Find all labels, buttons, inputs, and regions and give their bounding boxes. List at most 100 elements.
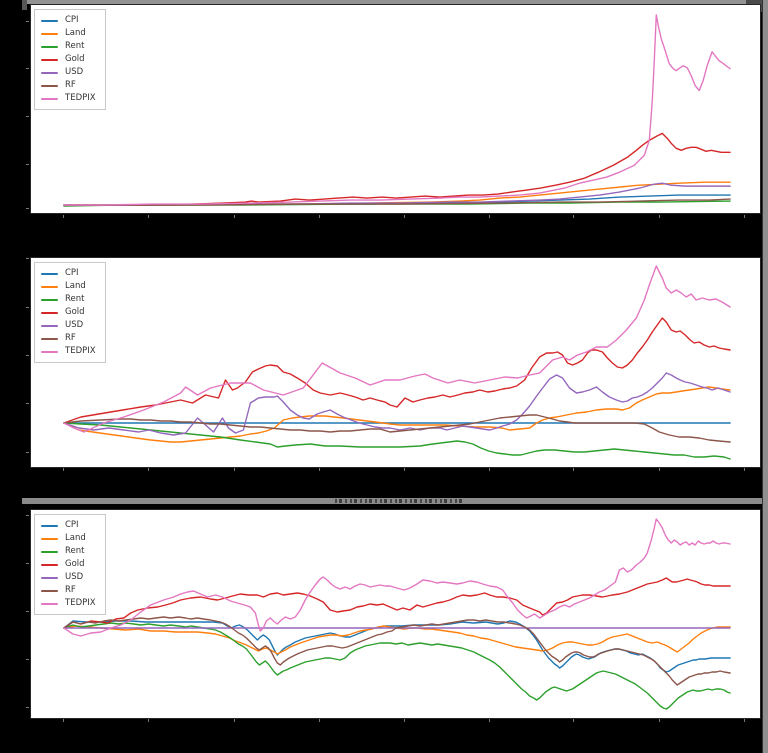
y-axis-tick (26, 208, 29, 209)
legend-item: Land (41, 532, 96, 545)
legend-item: RF (41, 79, 96, 92)
legend-label: Gold (65, 559, 85, 570)
x-axis-tick (319, 468, 320, 471)
y-axis-tick (26, 116, 29, 117)
legend-line-swatch (41, 524, 58, 527)
series-line-land (63, 625, 731, 655)
x-axis-tick (234, 719, 235, 722)
legend-label: USD (65, 67, 84, 78)
legend-item: Rent (41, 293, 96, 306)
x-axis-tick (404, 468, 405, 471)
legend-item: TEDPIX (41, 597, 96, 610)
x-axis-tick (148, 215, 149, 218)
series-line-gold (63, 132, 731, 206)
series-line-tedpix (63, 518, 731, 637)
x-axis-tick (319, 719, 320, 722)
legend-line-swatch (41, 32, 58, 35)
x-axis-tick (573, 215, 574, 218)
chart-canvas (63, 265, 731, 460)
legend-label: CPI (65, 15, 79, 26)
x-axis-tick (744, 719, 745, 722)
chart-nominal-growth: CPI Land Rent Gold USD RF TEDPIX (26, 4, 761, 218)
legend-line-swatch (41, 537, 58, 540)
legend-line-swatch (41, 563, 58, 566)
chart-real-log-growth: CPI Land Rent Gold USD RF TEDPIX (26, 257, 761, 471)
x-axis-tick (744, 468, 745, 471)
legend-line-swatch (41, 58, 58, 61)
chart-canvas (63, 14, 731, 207)
x-axis-tick (489, 468, 490, 471)
legend-item: USD (41, 571, 96, 584)
clipped-illegible-chart-title (335, 499, 462, 503)
vertical-scrollbar[interactable] (762, 0, 768, 753)
series-line-rf (63, 616, 731, 686)
x-axis-tick (63, 719, 64, 722)
legend-item: CPI (41, 267, 96, 280)
series-line-rent (63, 422, 731, 460)
series-line-gold (63, 577, 731, 629)
legend-label: TEDPIX (65, 598, 96, 609)
legend-item: CPI (41, 519, 96, 532)
x-axis-tick (63, 468, 64, 471)
x-axis-tick (234, 468, 235, 471)
legend-line-swatch (41, 19, 58, 22)
x-axis-tick (489, 215, 490, 218)
legend-label: Rent (65, 41, 85, 52)
legend-label: CPI (65, 520, 79, 531)
x-axis-tick (404, 719, 405, 722)
legend-label: CPI (65, 268, 79, 279)
legend-label: Gold (65, 54, 85, 65)
x-axis-tick (148, 719, 149, 722)
legend-line-swatch (41, 272, 58, 275)
legend-item: Gold (41, 558, 96, 571)
series-line-rf (63, 198, 731, 206)
y-axis-tick (26, 563, 29, 564)
y-axis-tick (26, 21, 29, 22)
legend-line-swatch (41, 576, 58, 579)
legend-label: Gold (65, 307, 85, 318)
x-axis-tick (319, 215, 320, 218)
legend: CPI Land Rent Gold USD RF TEDPIX (34, 9, 106, 110)
series-line-rent (63, 622, 731, 710)
legend-line-swatch (41, 337, 58, 340)
legend-item: USD (41, 319, 96, 332)
series-line-tedpix (63, 14, 731, 206)
legend-label: RF (65, 80, 76, 91)
legend-item: Gold (41, 53, 96, 66)
x-axis-tick (148, 468, 149, 471)
x-axis-tick (659, 719, 660, 722)
legend-item: USD (41, 66, 96, 79)
series-line-land (63, 386, 731, 443)
legend-item: Land (41, 280, 96, 293)
y-axis-tick (26, 659, 29, 660)
series-line-rf (63, 414, 731, 443)
legend-line-swatch (41, 84, 58, 87)
series-line-tedpix (63, 265, 731, 433)
legend-line-swatch (41, 350, 58, 353)
legend-label: USD (65, 572, 84, 583)
legend-item: Land (41, 27, 96, 40)
y-axis-tick (26, 707, 29, 708)
window-top-edge-notch (22, 0, 27, 10)
y-axis-tick (26, 355, 29, 356)
legend-line-swatch (41, 602, 58, 605)
legend-item: CPI (41, 14, 96, 27)
legend-line-swatch (41, 311, 58, 314)
legend-item: Rent (41, 545, 96, 558)
y-axis-tick (26, 164, 29, 165)
series-line-usd (63, 372, 731, 436)
legend-item: TEDPIX (41, 92, 96, 105)
legend-line-swatch (41, 550, 58, 553)
window-top-edge-band (22, 0, 768, 4)
y-axis-tick (26, 258, 29, 259)
y-axis-tick (26, 307, 29, 308)
legend-label: RF (65, 333, 76, 344)
legend-line-swatch (41, 71, 58, 74)
legend-line-swatch (41, 285, 58, 288)
legend-item: RF (41, 584, 96, 597)
legend-label: TEDPIX (65, 346, 96, 357)
legend-line-swatch (41, 298, 58, 301)
chart-usd-denominated-log-growth: CPI Land Rent Gold USD RF TEDPIX (26, 509, 761, 722)
legend-label: Land (65, 281, 86, 292)
y-axis-tick (26, 611, 29, 612)
